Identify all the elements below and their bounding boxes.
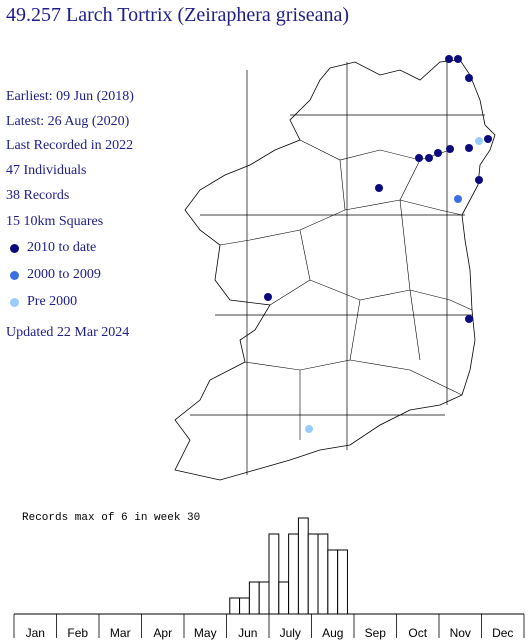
month-label: Oct <box>408 626 427 640</box>
bar <box>268 533 280 615</box>
bar <box>248 581 260 615</box>
legend-item: Pre 2000 <box>6 294 77 310</box>
updated: Updated 22 Mar 2024 <box>6 325 130 340</box>
record-dots <box>264 55 492 433</box>
month-label: Feb <box>67 626 88 640</box>
record-dot <box>446 145 454 153</box>
record-dot <box>375 184 383 192</box>
bar <box>317 533 329 615</box>
month-label: July <box>280 626 301 640</box>
month-label: Nov <box>450 626 471 640</box>
bar <box>307 533 319 615</box>
month-label: Jun <box>238 626 257 640</box>
individuals: 47 Individuals <box>6 163 87 178</box>
month-label: Mar <box>110 626 131 640</box>
ireland-outline <box>174 59 496 481</box>
legend-label: 2000 to 2009 <box>27 267 101 282</box>
record-dot <box>305 425 313 433</box>
month-label: Dec <box>492 626 513 640</box>
earliest: Earliest: 09 Jun (2018) <box>6 89 134 104</box>
record-dot <box>465 144 473 152</box>
record-dot <box>445 55 453 63</box>
record-dot <box>475 137 483 145</box>
record-dot <box>454 195 462 203</box>
month-label: Aug <box>322 626 343 640</box>
histogram-title: Records max of 6 in week 30 <box>22 512 200 524</box>
legend-swatch <box>10 270 19 280</box>
legend-swatch <box>10 243 19 253</box>
squares: 15 10km Squares <box>6 214 104 229</box>
legend-label: Pre 2000 <box>27 294 78 309</box>
legend-label: 2010 to date <box>27 240 97 255</box>
month-label: Jan <box>26 626 45 640</box>
bar <box>337 549 348 615</box>
record-dot <box>434 149 442 157</box>
record-dot <box>425 154 433 162</box>
legend-item: 2000 to 2009 <box>6 267 101 283</box>
record-dot <box>465 315 473 323</box>
bar <box>229 597 241 615</box>
map <box>174 59 496 481</box>
bar <box>239 597 250 615</box>
record-dot <box>454 55 462 63</box>
legend-swatch <box>10 297 19 307</box>
grid-10km <box>190 62 485 475</box>
record-dot <box>475 176 483 184</box>
histogram: Records max of 6 in week 30 Jan Feb Mar Apr… <box>13 512 525 640</box>
last-recorded: Last Recorded in 2022 <box>6 138 134 153</box>
bar <box>278 581 290 615</box>
bar <box>288 533 299 615</box>
record-dot <box>484 135 492 143</box>
record-dot <box>415 154 423 162</box>
legend-item: 2010 to date <box>6 240 96 256</box>
bar <box>297 517 309 615</box>
bar <box>327 549 339 615</box>
month-label: May <box>194 626 217 640</box>
title: 49.257 Larch Tortrix (Zeiraphera grisean… <box>6 4 350 26</box>
record-dot <box>264 293 272 301</box>
record-dot <box>465 74 473 82</box>
county-borders <box>219 139 473 440</box>
latest: Latest: 26 Aug (2020) <box>6 114 130 129</box>
records: 38 Records <box>6 188 70 203</box>
month-label: Sep <box>365 626 387 640</box>
bar <box>258 581 270 615</box>
month-label: Apr <box>153 626 172 640</box>
